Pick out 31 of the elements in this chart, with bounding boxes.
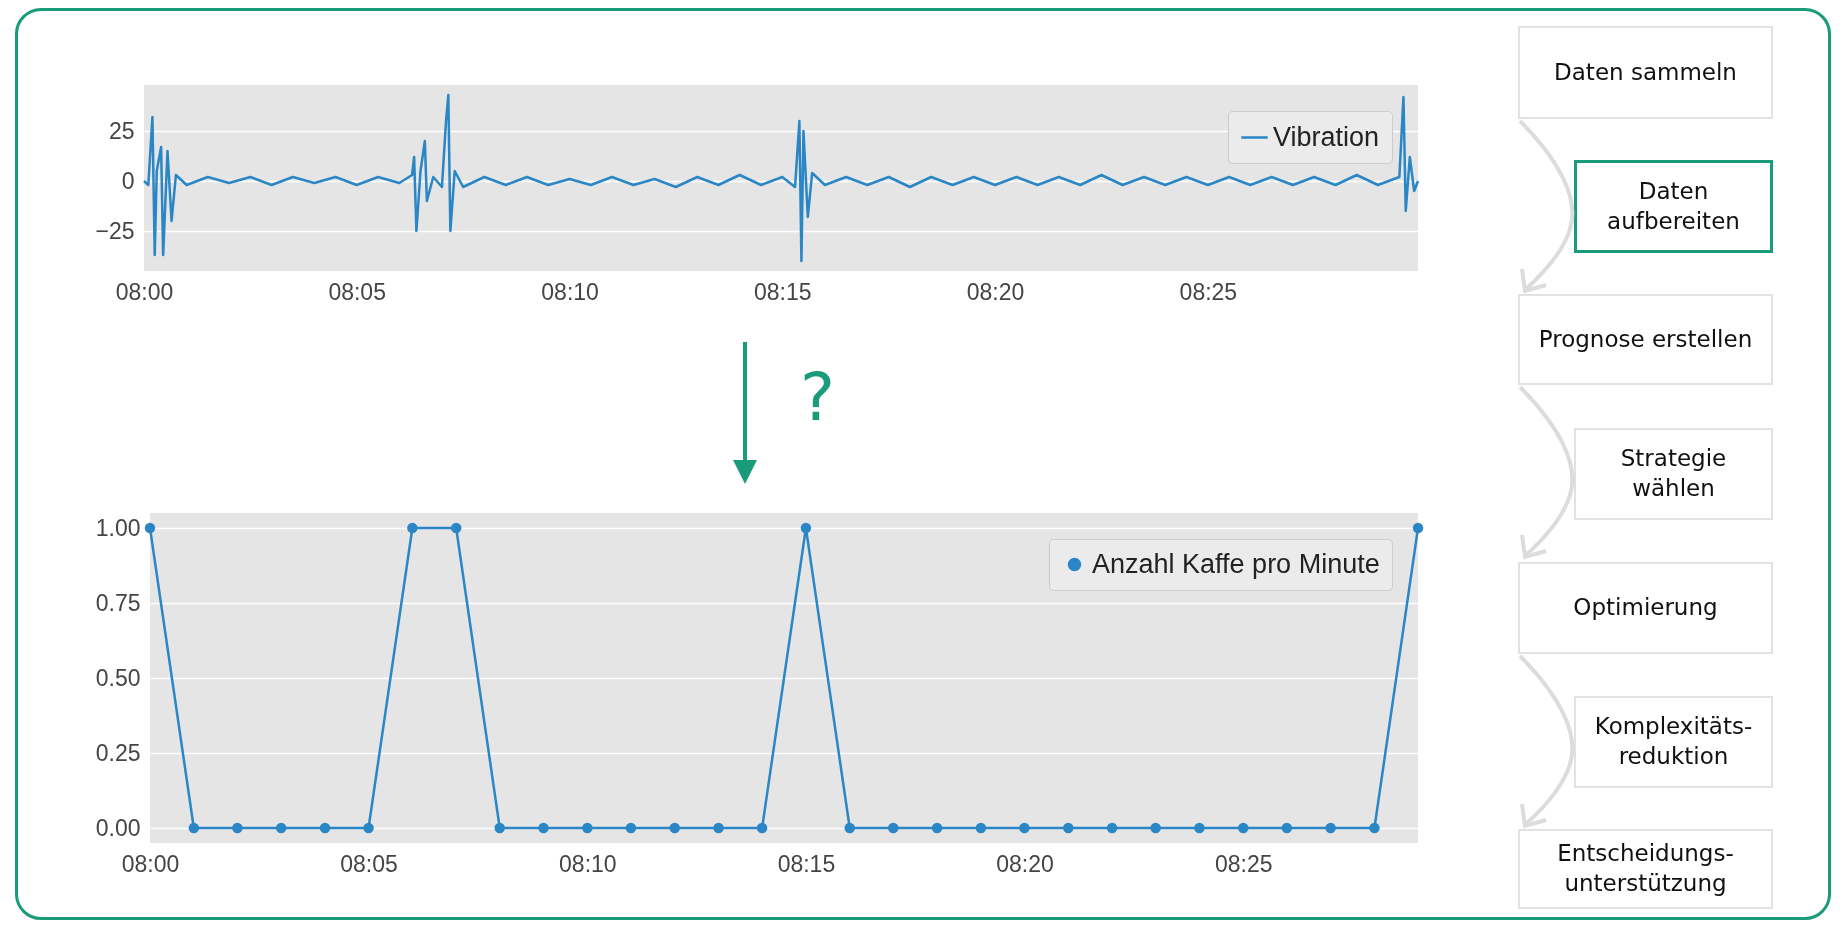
y-tick-label: 0.00: [95, 814, 141, 841]
y-tick-label: 0: [121, 167, 135, 194]
x-tick-label: 08:25: [1214, 850, 1273, 877]
text: Optimierung: [1518, 562, 1773, 654]
y-tick-label: 1.00: [95, 514, 141, 541]
x-tick-label: 08:20: [996, 850, 1054, 877]
text: Entscheidungs-unterstützung: [1518, 829, 1773, 909]
x-tick-label: 08:10: [541, 278, 599, 305]
x-tick-label: 08:25: [1179, 278, 1238, 305]
legend-label: Anzahl Kaffe pro Minute: [1092, 548, 1380, 579]
y-tick-label: −25: [95, 217, 135, 244]
text: Daten sammeln: [1518, 26, 1773, 119]
text: Prognose erstellen: [1518, 294, 1773, 385]
y-tick-label: 0.25: [95, 739, 141, 766]
x-tick-label: 08:20: [966, 278, 1025, 305]
text: Strategie wählen: [1574, 428, 1773, 520]
x-tick-label: 08:15: [777, 850, 836, 877]
text: ?: [800, 359, 836, 436]
x-tick-label: 08:15: [754, 278, 812, 305]
text: Komplexitäts-reduktion: [1574, 696, 1773, 788]
legend-label: Vibration: [1273, 121, 1380, 152]
x-tick-label: 08:00: [115, 278, 174, 305]
x-tick-label: 08:05: [340, 850, 398, 877]
text: Daten aufbereiten: [1574, 160, 1773, 253]
y-tick-label: 0.50: [95, 664, 141, 691]
x-tick-label: 08:00: [121, 850, 180, 877]
line-series: [142, 93, 1420, 263]
y-tick-label: 25: [108, 117, 135, 144]
y-tick-label: 0.75: [95, 589, 141, 616]
x-tick-label: 08:10: [559, 850, 617, 877]
x-tick-label: 08:05: [328, 278, 386, 305]
